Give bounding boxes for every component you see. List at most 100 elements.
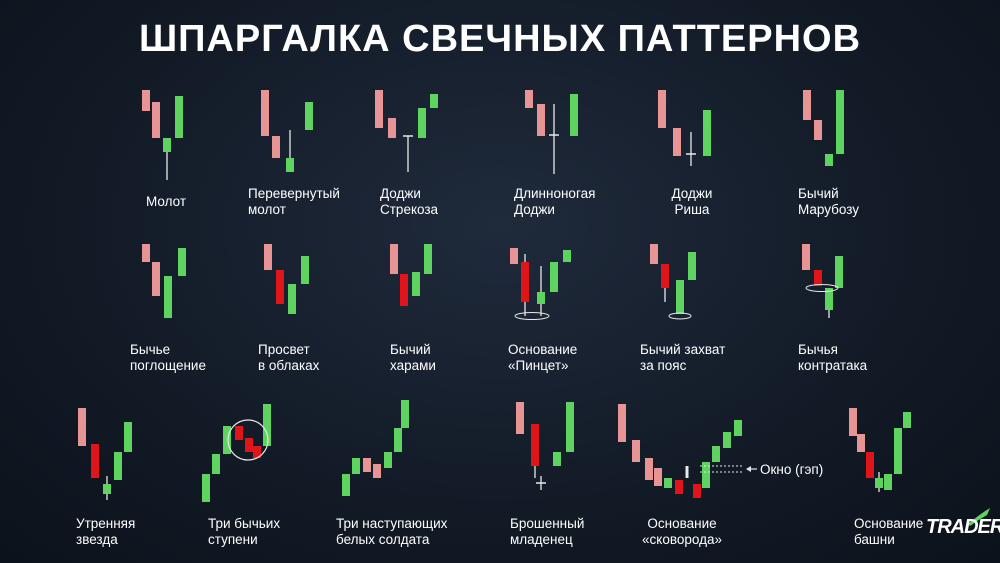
three-white-soldiers-candle-6-body <box>394 428 402 452</box>
bullish-harami-candle-1-body <box>390 244 398 274</box>
bullish-harami-candle-2-body <box>400 274 408 306</box>
bullish-engulfing-candle-4-body <box>178 248 186 276</box>
logo-swoosh-icon <box>968 508 990 526</box>
hammer-candle-3-body <box>163 138 171 152</box>
tower-bottom-candle-5-body <box>884 474 892 490</box>
caption-inverted-hammer: Перевернутый молот <box>248 186 340 217</box>
bullish-counterattack-candle-2-body <box>814 270 822 286</box>
frying-pan-bottom-candle-2-body <box>632 440 640 462</box>
frying-pan-bottom-candle-11-body <box>723 432 731 448</box>
caption-hammer: Молот <box>146 194 187 209</box>
morning-star-candle-4-body <box>114 452 122 480</box>
rickshaw-doji-candle-4-body <box>703 110 711 156</box>
three-bullish-steps-candle-5-body <box>245 438 253 452</box>
bullish-belt-hold-candle-3-body <box>676 280 684 314</box>
caption-abandoned-baby: Брошенный младенец <box>510 516 585 547</box>
bullish-marubozu-candle-1-body <box>803 90 811 120</box>
frying-pan-bottom-candle-12-body <box>734 420 742 436</box>
caption-bullish-counterattack: Бычья контратака <box>798 342 868 373</box>
tweezer-bottom-candle-3-body <box>537 292 545 304</box>
long-legged-doji-candle-1-body <box>525 90 533 108</box>
frying-pan-bottom-candle-6-body <box>675 480 683 494</box>
inverted-hammer-candle-1-body <box>261 90 269 136</box>
frying-pan-bottom-candle-3-body <box>645 458 653 480</box>
bullish-marubozu-candle-4-body <box>836 90 844 154</box>
frying-pan-bottom-candle-8-body <box>693 484 701 498</box>
three-steps-highlight-circle <box>227 419 269 461</box>
tower-bottom-candle-6-body <box>894 428 902 474</box>
morning-star-candle-1-body <box>78 408 86 446</box>
bullish-belt-hold-candle-2-body <box>661 264 669 288</box>
bullish-marubozu-candle-2-body <box>814 120 822 140</box>
three-white-soldiers-candle-2-body <box>352 458 360 474</box>
abandoned-baby-candle-1-body <box>516 402 524 434</box>
three-white-soldiers-candle-3-body <box>363 458 371 472</box>
gap-label: Окно (гэп) <box>760 462 824 477</box>
tweezer-bottom-candle-4-body <box>550 262 558 292</box>
abandoned-baby-candle-5-body <box>566 402 574 452</box>
rickshaw-doji-candle-2-body <box>673 128 681 156</box>
frying-pan-bottom-candle-1-body <box>618 404 626 442</box>
caption-bullish-marubozu: Бычий Марубозу <box>798 186 860 217</box>
three-bullish-steps-candle-3-body <box>223 426 231 454</box>
caption-frying-pan-bottom: Основание «сковорода» <box>642 516 722 547</box>
caption-three-bullish-steps: Три бычьих ступени <box>208 516 281 547</box>
bullish-engulfing-candle-1-body <box>142 244 150 262</box>
bullish-counterattack-candle-1-body <box>802 244 810 270</box>
bullish-counterattack-candle-4-body <box>835 256 843 288</box>
belt-hold-highlight-ellipse <box>668 312 692 320</box>
hammer-candle-2-body <box>152 102 160 138</box>
tower-bottom-candle-2-body <box>857 434 865 452</box>
piercing-line-candle-4-body <box>301 256 309 284</box>
bullish-harami-candle-4-body <box>424 244 432 274</box>
bullish-belt-hold-candle-4-body <box>688 252 696 280</box>
traders-life-logo: TRADERSlife <box>926 516 1000 538</box>
caption-morning-star: Утренняя звезда <box>76 516 136 547</box>
gap-arrow-head <box>746 466 751 472</box>
frying-pan-bottom-candle-4-body <box>654 468 662 486</box>
dragonfly-doji-candle-2-body <box>388 118 396 138</box>
caption-bullish-harami: Бычий харами <box>390 342 436 373</box>
three-white-soldiers-candle-1-body <box>342 474 350 496</box>
three-bullish-steps-candle-7-body <box>263 404 271 446</box>
bullish-counterattack-candle-3-body <box>825 288 833 310</box>
bullish-marubozu-candle-3-body <box>825 154 833 166</box>
three-bullish-steps-candle-2-body <box>212 454 220 474</box>
tower-bottom-candle-4-body <box>875 478 883 488</box>
tower-bottom-candle-3-body <box>866 452 874 478</box>
long-legged-doji-candle-2-body <box>537 104 545 136</box>
three-bullish-steps-candle-6-body <box>253 446 261 458</box>
long-legged-doji-candle-4-body <box>570 94 578 136</box>
morning-star-candle-3-body <box>103 484 111 494</box>
caption-rickshaw-doji: Доджи Риша <box>671 186 713 217</box>
inverted-hammer-candle-4-body <box>305 102 313 130</box>
piercing-line-candle-3-body <box>288 284 296 314</box>
abandoned-baby-candle-4-body <box>553 452 561 466</box>
bullish-harami-candle-3-body <box>412 272 420 296</box>
caption-tweezer-bottom: Основание «Пинцет» <box>508 342 578 373</box>
counterattack-highlight-ellipse <box>805 284 839 292</box>
caption-dragonfly-doji: Доджи Стрекоза <box>380 186 439 217</box>
caption-bullish-belt-hold: Бычий захват за пояс <box>640 342 726 373</box>
dragonfly-doji-candle-5-body <box>430 94 438 108</box>
morning-star-candle-5-body <box>124 422 132 452</box>
tweezer-highlight-ellipse <box>514 312 550 320</box>
piercing-line-candle-1-body <box>264 244 272 270</box>
inverted-hammer-candle-2-body <box>272 136 280 158</box>
three-white-soldiers-candle-5-body <box>384 452 392 468</box>
inverted-hammer-candle-3-body <box>286 158 294 172</box>
frying-pan-bottom-candle-9-body <box>702 462 710 488</box>
caption-three-white-soldiers: Три наступающих белых солдата <box>336 516 448 547</box>
bullish-engulfing-candle-2-body <box>152 262 160 296</box>
three-white-soldiers-candle-4-body <box>373 464 381 478</box>
dragonfly-doji-candle-4-body <box>418 108 426 138</box>
tweezer-bottom-candle-5-body <box>563 250 571 262</box>
caption-piercing-line: Просвет в облаках <box>258 342 320 373</box>
frying-pan-bottom-candle-10-body <box>712 446 720 462</box>
abandoned-baby-candle-2-body <box>531 424 539 466</box>
frying-pan-bottom-candle-7-body <box>685 466 689 478</box>
page-title: ШПАРГАЛКА СВЕЧНЫХ ПАТТЕРНОВ <box>138 18 862 60</box>
three-bullish-steps-candle-4-body <box>235 426 243 440</box>
hammer-candle-1-body <box>142 90 150 111</box>
